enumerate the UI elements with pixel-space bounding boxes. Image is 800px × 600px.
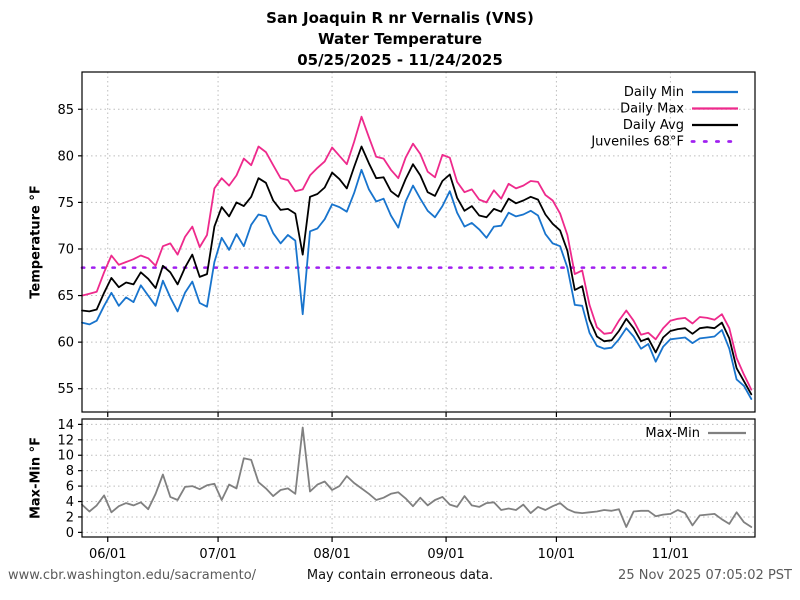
y-tick-label: 55	[57, 382, 74, 397]
daily-avg-line	[81, 145, 753, 396]
x-tick-label: 06/01	[89, 547, 126, 562]
daily-min-line	[81, 168, 753, 400]
footer-disclaimer: May contain erroneous data.	[306, 568, 494, 583]
y-tick-label: 65	[57, 289, 74, 304]
y-tick-label: 75	[57, 196, 74, 211]
plot-border	[81, 418, 756, 538]
y-tick-label: 8	[66, 464, 74, 479]
y-tick-label: 80	[57, 149, 74, 164]
y-tick-label: 70	[57, 242, 74, 257]
legend-label: Daily Avg	[623, 118, 684, 133]
legend-label: Daily Max	[620, 102, 684, 117]
x-tick-label: 09/01	[427, 547, 464, 562]
legend-label: Max-Min	[645, 426, 700, 441]
x-tick-label: 10/01	[538, 547, 575, 562]
x-tick-label: 08/01	[313, 547, 350, 562]
x-tick-label: 11/01	[652, 547, 689, 562]
plot-border	[81, 71, 756, 413]
parameter-title: Water Temperature	[318, 30, 482, 48]
date-range-title: 05/25/2025 - 11/24/2025	[297, 51, 503, 69]
y-tick-label: 12	[57, 433, 74, 448]
y-tick-label: 60	[57, 336, 74, 351]
footer-timestamp: 25 Nov 2025 07:05:02 PST	[618, 568, 792, 583]
y-tick-label: 85	[57, 103, 74, 118]
y-tick-label: 2	[66, 510, 74, 525]
y-tick-label: 14	[57, 418, 74, 433]
y-tick-label: 0	[66, 526, 74, 541]
y-tick-label: 4	[66, 495, 74, 510]
y-tick-label: 6	[66, 480, 74, 495]
x-tick-label: 07/01	[199, 547, 236, 562]
footer-url: www.cbr.washington.edu/sacramento/	[8, 568, 257, 583]
chart-title-block: San Joaquin R nr Vernalis (VNS) Water Te…	[0, 8, 800, 71]
max-min-line	[81, 426, 753, 528]
station-title: San Joaquin R nr Vernalis (VNS)	[266, 9, 534, 27]
legend-label: Juveniles 68°F	[590, 135, 684, 150]
y-tick-label: 10	[57, 449, 74, 464]
legend-label: Daily Min	[624, 85, 684, 100]
daily-max-line	[81, 115, 753, 391]
